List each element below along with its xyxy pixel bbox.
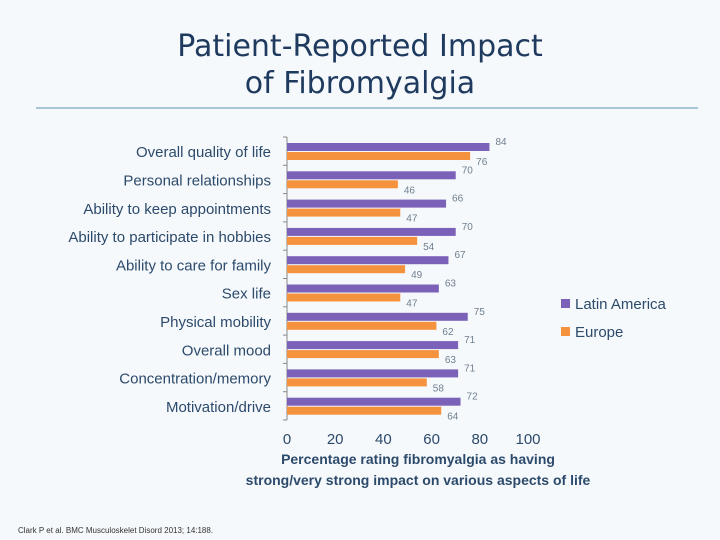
category-label: Ability to keep appointments [83, 201, 271, 218]
bar-latin-america [287, 341, 459, 350]
data-label: 58 [433, 383, 445, 394]
bar-europe [287, 321, 437, 330]
bar-europe [287, 293, 401, 302]
data-label: 49 [411, 270, 423, 281]
data-label: 76 [476, 157, 488, 168]
category-label: Ability to care for family [116, 257, 272, 274]
x-tick-label: 40 [375, 431, 392, 448]
bar-europe [287, 265, 406, 274]
data-label: 47 [406, 214, 418, 225]
x-axis-title-line: Percentage rating fibromyalgia as having [281, 451, 555, 467]
data-label: 70 [462, 222, 474, 233]
x-tick-label: 80 [471, 431, 488, 448]
slide-title-line-1: Patient-Reported Impact [177, 29, 543, 64]
category-label: Personal relationships [123, 172, 271, 189]
bar-latin-america [287, 199, 447, 208]
legend-label: Europe [575, 324, 623, 341]
data-label: 63 [445, 279, 457, 290]
title-divider [36, 107, 698, 109]
bar-europe [287, 236, 418, 245]
data-label: 62 [442, 327, 454, 338]
category-label: Overall quality of life [136, 144, 271, 161]
bar-latin-america [287, 227, 456, 236]
bar-latin-america [287, 397, 461, 406]
category-label: Ability to participate in hobbies [68, 229, 271, 246]
data-label: 66 [452, 194, 464, 205]
data-label: 75 [474, 307, 486, 318]
citation: Clark P et al. BMC Musculoskelet Disord … [18, 526, 214, 535]
data-label: 70 [462, 165, 474, 176]
slide-title-line-2: of Fibromyalgia [244, 66, 476, 101]
category-label: Sex life [222, 286, 271, 303]
bar-europe [287, 180, 398, 189]
slide-title: Patient-Reported Impact of Fibromyalgia [0, 28, 720, 102]
x-tick-label: 20 [327, 431, 344, 448]
data-label: 63 [445, 355, 457, 366]
category-label: Physical mobility [160, 314, 271, 331]
bar-latin-america [287, 312, 468, 321]
bar-latin-america [287, 256, 449, 265]
category-label: Concentration/memory [119, 371, 271, 388]
category-label: Overall mood [182, 342, 271, 359]
data-label: 67 [454, 250, 466, 261]
legend-swatch [561, 299, 570, 308]
bar-latin-america [287, 143, 490, 151]
bar-latin-america [287, 171, 456, 180]
data-label: 71 [464, 335, 476, 346]
data-label: 71 [464, 363, 476, 374]
category-label: Motivation/drive [166, 399, 271, 416]
legend-swatch [561, 327, 570, 336]
x-axis-title-line: strong/very strong impact on various asp… [246, 472, 591, 488]
bar-europe [287, 350, 439, 359]
data-label: 72 [467, 392, 479, 403]
data-label: 47 [406, 299, 418, 310]
bar-latin-america [287, 284, 439, 293]
data-label: 46 [404, 185, 416, 196]
legend-label: Latin America [575, 296, 667, 313]
data-label: 64 [447, 412, 459, 423]
bar-europe [287, 208, 401, 217]
bar-europe [287, 152, 471, 160]
x-tick-label: 100 [515, 431, 540, 448]
x-tick-label: 60 [423, 431, 440, 448]
data-label: 84 [495, 137, 507, 148]
bar-europe [287, 378, 427, 387]
x-tick-label: 0 [283, 431, 291, 448]
bar-latin-america [287, 369, 459, 378]
data-label: 54 [423, 242, 435, 253]
bar-europe [287, 406, 442, 415]
